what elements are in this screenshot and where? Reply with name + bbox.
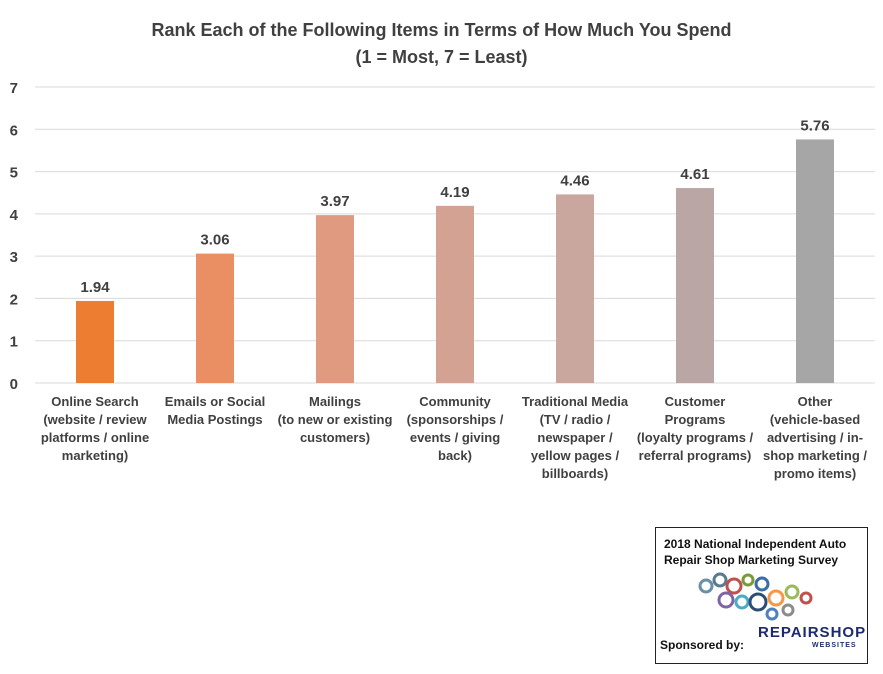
x-tick-label-line: Emails or Social [164, 394, 266, 409]
x-tick-label-line: (to new or existing [277, 412, 393, 427]
x-tick-label: Emails or Social Media Postings [153, 393, 277, 429]
x-tick-label-line: Media Postings [167, 412, 263, 427]
gears-icon [698, 572, 813, 621]
x-tick-label-line: yellow pages / [530, 448, 620, 463]
bar [76, 300, 114, 383]
x-tick-label-line: events / giving [409, 430, 501, 445]
x-tick-label-line: marketing) [61, 448, 129, 463]
y-tick-label: 3 [10, 249, 18, 266]
bar [436, 205, 474, 383]
x-tick-label-line: customers) [299, 430, 371, 445]
x-tick-label: Other (vehicle-based advertising / in-shop… [753, 393, 877, 483]
x-tick-label: Traditional Media (TV / radio / newspaper … [513, 393, 637, 483]
x-tick-label-line: shop marketing / [762, 448, 868, 463]
x-tick-label: Community (sponsorships / events / giving b… [393, 393, 517, 465]
data-label: 4.19 [440, 184, 469, 201]
bar [796, 139, 834, 383]
x-tick-label-line: Mailings [308, 394, 361, 409]
bar [316, 215, 354, 383]
data-label: 4.61 [680, 166, 709, 183]
x-tick-label-line: back) [438, 448, 472, 463]
x-tick-label-line: (website / review [43, 412, 147, 427]
x-tick-label-line: Programs [664, 412, 726, 427]
bar [676, 188, 714, 383]
y-tick-label: 7 [10, 80, 18, 97]
data-label: 3.97 [320, 193, 349, 210]
x-tick-label-line: (sponsorships / [406, 412, 504, 427]
x-tick-label: Online Search (website / review platforms … [33, 393, 157, 465]
sponsor-logo: REPAIRSHOP [758, 624, 867, 641]
x-tick-label-line: Community [419, 394, 491, 409]
x-tick-label: Customer Programs (loyalty programs / refer… [633, 393, 757, 465]
chart-title: Rank Each of the Following Items in Term… [151, 20, 732, 40]
y-tick-label: 5 [10, 165, 18, 182]
x-tick-label-line: newspaper / [537, 430, 613, 445]
x-tick-label-line: (loyalty programs / [636, 430, 754, 445]
y-tick-label: 2 [10, 291, 18, 308]
badge-title-line2: Repair Shop Marketing Survey [664, 553, 839, 567]
bar [556, 194, 594, 383]
x-tick-label-line: promo items) [773, 466, 857, 481]
chart-subtitle: (1 = Most, 7 = Least) [355, 47, 528, 67]
x-tick-label-line: referral programs) [638, 448, 752, 463]
x-tick-label-line: Other [797, 394, 833, 409]
x-tick-label-line: Customer [664, 394, 726, 409]
x-tick-label-line: (vehicle-based [769, 412, 861, 427]
data-label: 5.76 [800, 117, 829, 134]
bar [196, 253, 234, 383]
y-tick-label: 6 [10, 122, 18, 139]
x-tick-label-line: Online Search [51, 394, 139, 409]
bar-chart: 0 1 2 3 4 5 6 7 1.94 3.06 3.97 4.19 4.46 4.61 5.76 [10, 80, 875, 393]
y-tick-label: 4 [10, 207, 19, 224]
x-tick-label-line: billboards) [541, 466, 609, 481]
data-label: 1.94 [80, 279, 110, 296]
badge-title-line1: 2018 National Independent Auto [664, 537, 847, 551]
sponsored-by-label: Sponsored by: [660, 638, 745, 652]
x-tick-label: Mailings (to new or existing customers) [273, 393, 397, 447]
survey-badge: 2018 National Independent Auto Repair Sh… [655, 527, 868, 664]
y-tick-label: 0 [10, 376, 18, 393]
x-tick-label-line: (TV / radio / [539, 412, 611, 427]
x-tick-label-line: Traditional Media [521, 394, 629, 409]
x-tick-label-line: advertising / in- [766, 430, 864, 445]
data-label: 3.06 [200, 232, 229, 249]
badge-title: 2018 National Independent Auto Repair Sh… [664, 536, 846, 568]
sponsor-logo-sub: WEBSITES [812, 642, 857, 649]
x-tick-label-line: platforms / online [40, 430, 150, 445]
y-tick-label: 1 [10, 334, 18, 351]
data-label: 4.46 [560, 172, 589, 189]
